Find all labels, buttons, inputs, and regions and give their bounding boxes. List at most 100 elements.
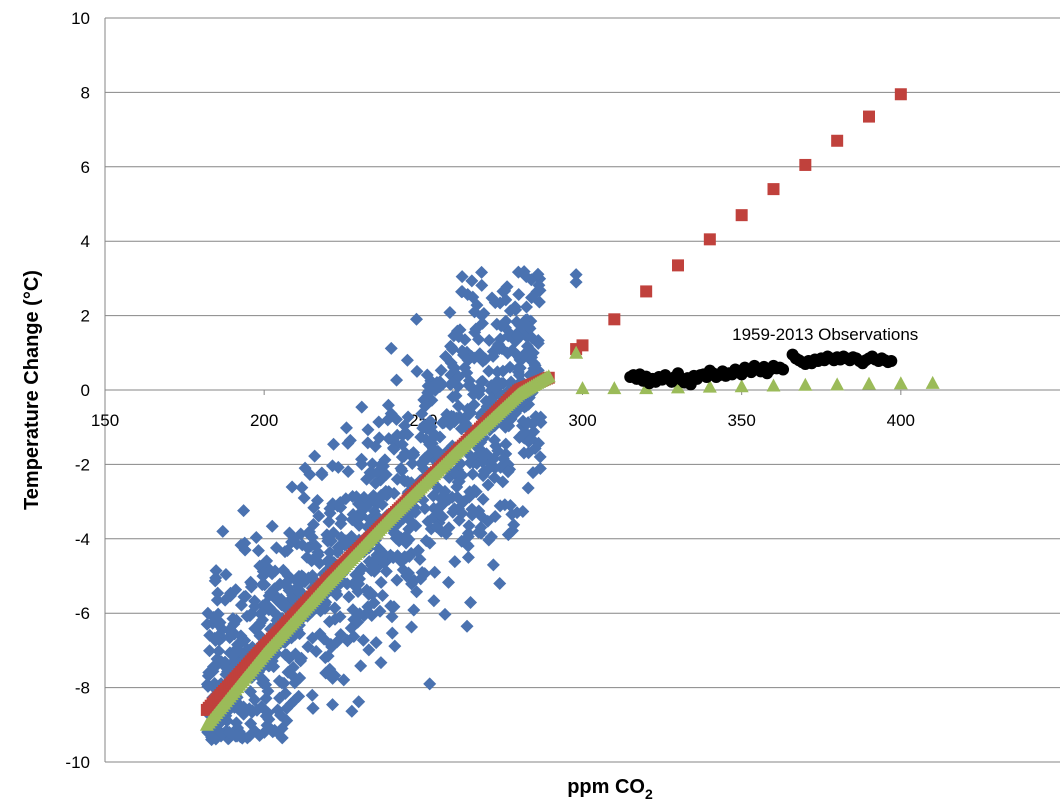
blue-diamond-point [473,347,487,361]
blue-diamond-point [455,344,469,358]
blue-diamond-point [531,267,545,281]
blue-diamond-point [236,707,250,721]
blue-diamond-point [305,688,319,702]
blue-diamond-point [464,596,478,610]
blue-diamond-point [484,530,498,544]
blue-diamond-point [513,361,527,375]
x-tick-label: 150 [91,411,119,430]
blue-diamond-point [335,512,349,526]
blue-diamond-point [323,662,337,676]
blue-diamond-point [248,622,262,636]
x-axis-title-subscript: 2 [645,786,653,802]
blue-diamond-point [481,478,495,492]
blue-diamond-point [516,504,530,518]
blue-diamond-point [569,268,583,282]
blue-diamond-point [496,364,510,378]
blue-diamond-point [328,601,342,615]
blue-diamond-point [414,430,428,444]
blue-diamond-point [461,287,475,301]
y-tick-label: 8 [81,83,90,102]
y-tick-label: 2 [81,307,90,326]
blue-diamond-point [372,415,386,429]
blue-diamond-point [499,293,513,307]
blue-diamond-point [287,694,301,708]
blue-diamond-point [512,287,526,301]
blue-diamond-point [419,422,433,436]
blue-diamond-point [267,582,281,596]
blue-diamond-point [281,580,295,594]
blue-diamond-point [475,309,489,323]
blue-diamond-point [418,501,432,515]
blue-diamond-point [477,464,491,478]
blue-diamond-point [343,433,357,447]
blue-diamond-point [454,422,468,436]
blue-diamond-point [396,428,410,442]
blue-diamond-point [306,701,320,715]
blue-diamond-point [320,528,334,542]
blue-diamond-point [415,566,429,580]
blue-diamond-point [219,567,233,581]
blue-diamond-point [362,643,376,657]
blue-diamond-point [509,303,523,317]
blue-diamond-point [520,300,534,314]
blue-diamond-point [430,520,444,534]
red-square-point [608,313,621,326]
blue-diamond-point [475,278,489,292]
blue-diamond-point [488,509,502,523]
blue-diamond-point [470,298,484,312]
blue-diamond-point [465,274,479,288]
green-triangle-point [569,345,584,359]
green-triangle-point [734,379,749,393]
blue-diamond-point [218,660,232,674]
observations-annotation: 1959-2013 Observations [732,325,918,344]
blue-diamond-point [280,544,294,558]
blue-diamond-point [462,519,476,533]
blue-diamond-point [503,498,517,512]
blue-diamond-point [334,500,348,514]
red-square-point [735,209,748,222]
blue-diamond-point [468,325,482,339]
blue-diamond-point [511,348,525,362]
blue-diamond-point [530,285,544,299]
blue-diamond-point [485,291,499,305]
x-tick-label: 350 [727,411,755,430]
blue-diamond-point [203,644,217,658]
blue-diamond-point [269,541,283,555]
blue-diamond-point [435,416,449,430]
blue-diamond-point [492,342,506,356]
blue-diamond-point [519,270,533,284]
observation-point [885,354,898,367]
y-tick-label: -10 [65,753,90,772]
blue-diamond-point [442,492,456,506]
blue-diamond-point [322,515,336,529]
blue-diamond-point [482,333,496,347]
blue-diamond-point [372,431,386,445]
green-triangle-point [798,377,813,391]
blue-diamond-point [526,417,540,431]
blue-diamond-point [211,607,225,621]
blue-diamond-point [453,323,467,337]
blue-diamond-point [443,305,457,319]
blue-diamond-point [460,619,474,633]
blue-diamond-point [479,447,493,461]
blue-diamond-point [285,592,299,606]
blue-diamond-point [201,606,215,620]
blue-diamond-point [455,506,469,520]
blue-diamond-point [275,676,289,690]
blue-diamond-point [301,640,315,654]
blue-diamond-point [356,633,370,647]
blue-diamond-point [234,629,248,643]
blue-diamond-point [471,525,485,539]
blue-diamond-point [467,506,481,520]
blue-diamond-point [487,471,501,485]
blue-diamond-point [507,518,521,532]
blue-diamond-point [461,550,475,564]
blue-diamond-point [281,665,295,679]
blue-diamond-point [373,604,387,618]
blue-diamond-point [439,350,453,364]
blue-diamond-point [391,549,405,563]
red-square-point [640,285,653,298]
blue-diamond-point [410,312,424,326]
blue-diamond-point [482,364,496,378]
